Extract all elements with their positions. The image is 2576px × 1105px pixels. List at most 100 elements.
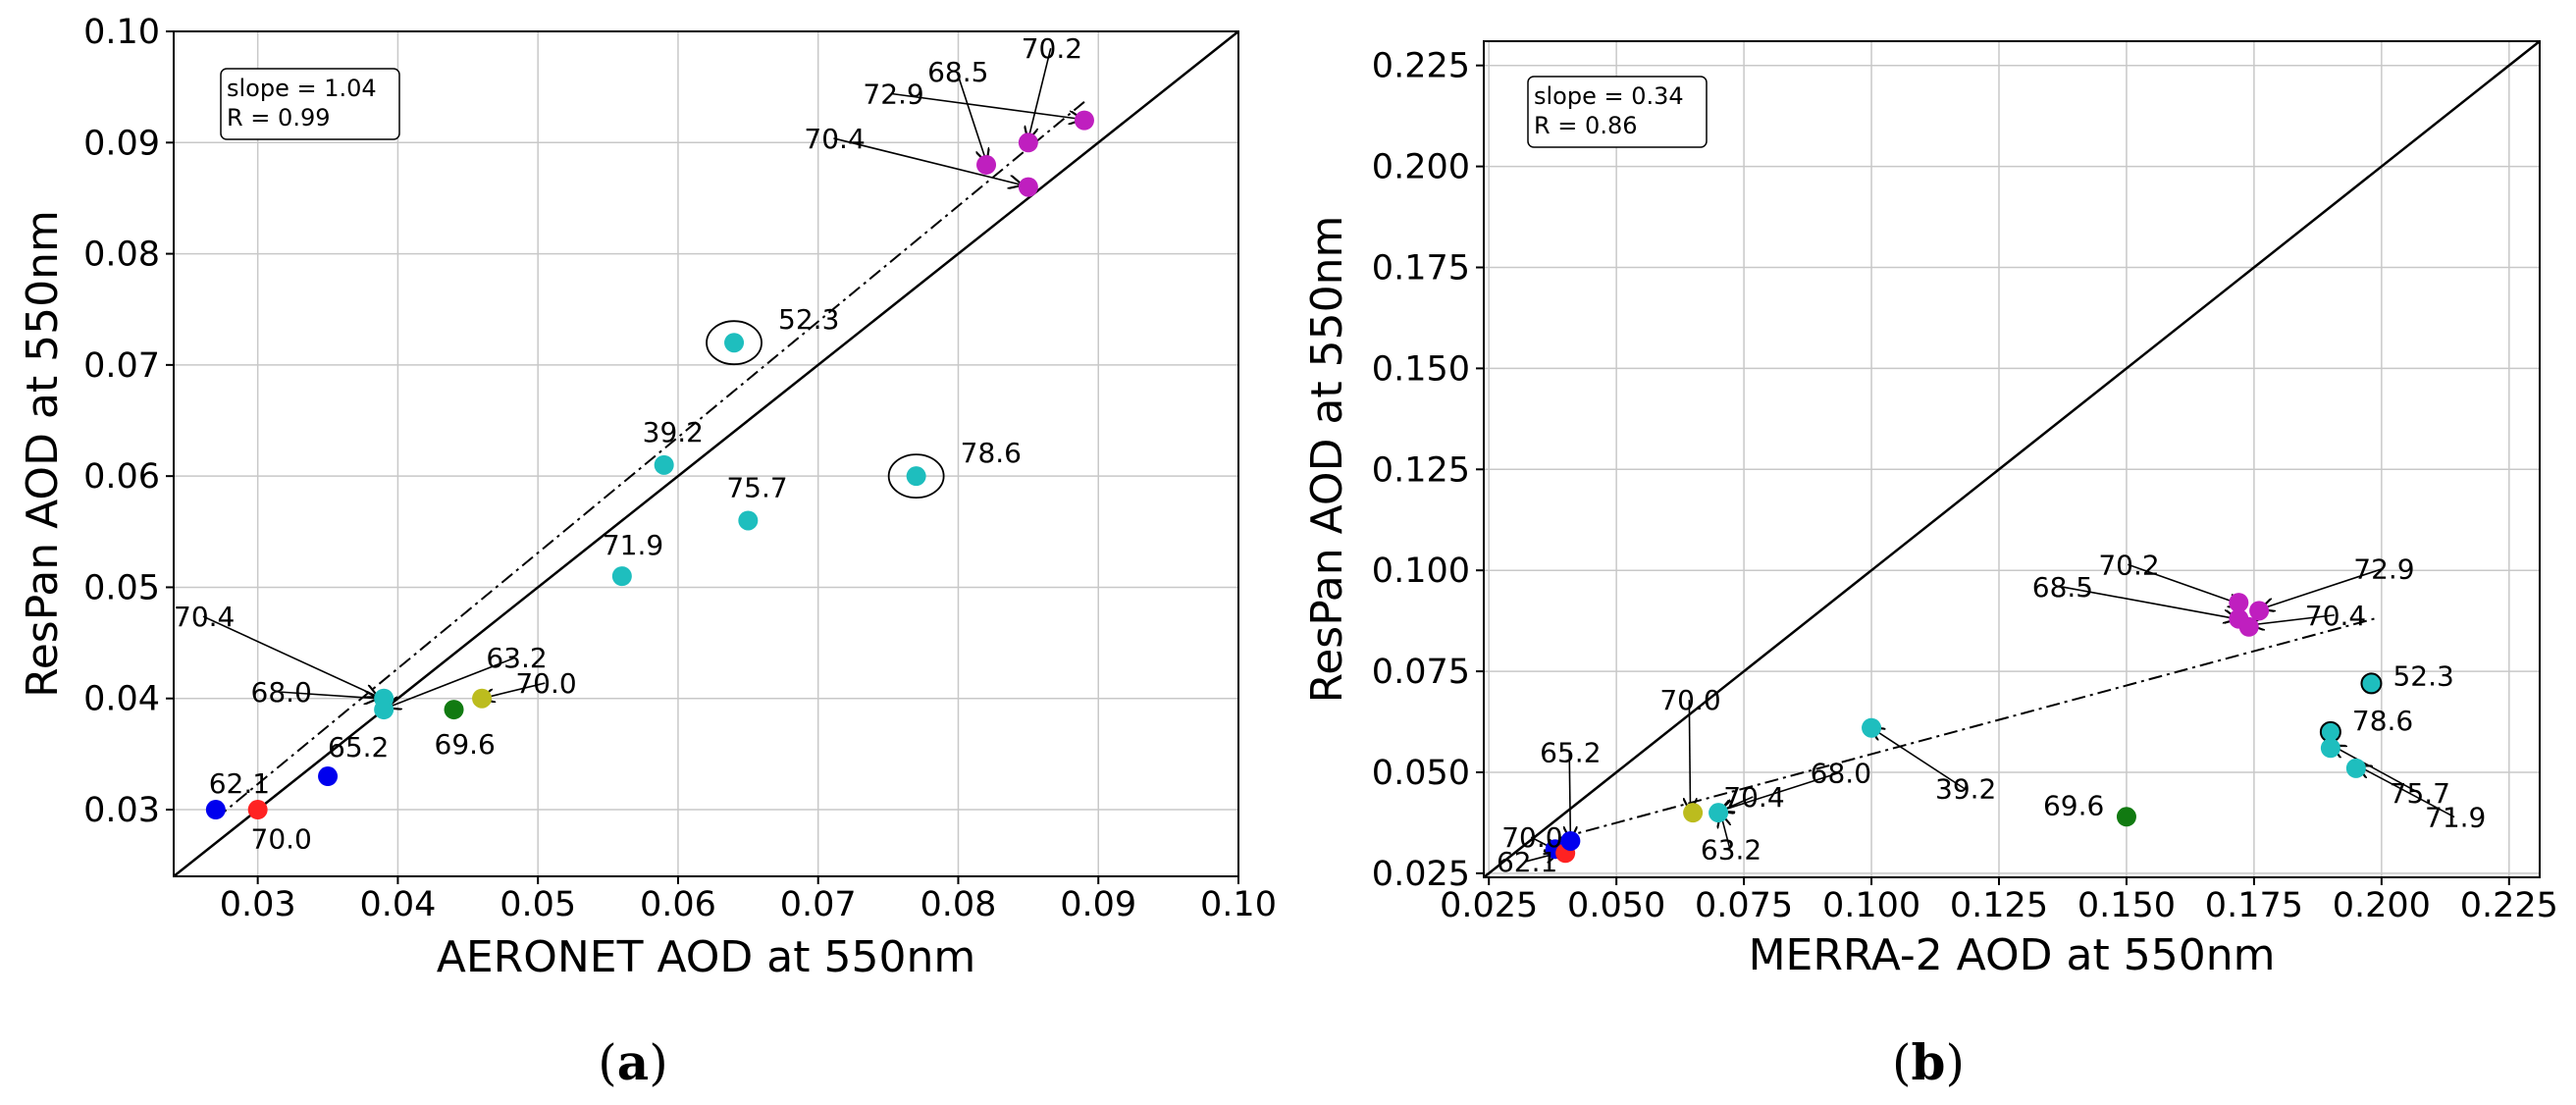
panel-b-x-tick-label: 0.150: [2077, 886, 2176, 925]
panel-a-annotation-label: 70.2: [1022, 32, 1082, 65]
panel-a-annotation-arrow: [956, 71, 986, 162]
panel-b-data-point: [2320, 738, 2340, 759]
panel-b-point-label: 69.6: [2043, 789, 2104, 821]
panel-a-annotation-arrow: [892, 92, 1081, 120]
panel-b-point-label: 78.6: [2352, 705, 2413, 737]
panel-a-annotation-arrow: [202, 615, 377, 696]
panel-b-annotation-label: 72.9: [2353, 552, 2414, 585]
panel-a-highlight-ring: [887, 453, 945, 500]
panel-b-r-text: R = 0.86: [1534, 112, 1637, 139]
panel-a-ticks: 0.03 0.04 0.05 0.06 0.07 0.08 0.09 0.10 0.03 0.04…: [83, 13, 1277, 924]
panel-a-point-label: 39.2: [643, 416, 704, 448]
panel-b-x-tick-label: 0.075: [1695, 886, 1793, 925]
panel-b-annotation-arrow: [2251, 613, 2335, 625]
panel-a-data-point: [976, 154, 997, 175]
panel-a-data-point: [472, 688, 493, 709]
panel-a-data-point: [906, 466, 926, 487]
panel-a-x-tick-label: 0.06: [640, 885, 716, 924]
panel-b-stats-box-frame: [1527, 76, 1708, 148]
panel-b-y-tick-label: 0.175: [1372, 248, 1470, 288]
panel-a-y-tick-label: 0.07: [83, 346, 160, 386]
panel-a-annotation-label: 72.9: [863, 79, 923, 111]
panel-a-r-text: R = 0.99: [227, 104, 330, 132]
panel-b-x-tick-label: 0.125: [1950, 886, 2048, 925]
panel-a-data-point: [205, 800, 226, 820]
panel-b-caption: (b): [1892, 1033, 1965, 1091]
panel-b-annotation-arrow: [2061, 586, 2236, 619]
panel-b-x-tick-label: 0.200: [2333, 886, 2431, 925]
panel-b-y-tick-label: 0.075: [1372, 653, 1470, 692]
panel-b-y-tick-label: 0.225: [1372, 47, 1470, 86]
panel-b-y-axis-label: ResPan AOD at 550nm: [1302, 216, 1352, 704]
panel-b-y-tick-label: 0.200: [1372, 148, 1470, 187]
panel-b-annotation-label: 68.0: [1811, 757, 1871, 789]
panel-a-y-tick-label: 0.08: [83, 236, 160, 275]
panel-a-x-tick-label: 0.03: [220, 885, 296, 924]
panel-a-data-point: [738, 510, 759, 531]
panel-a-annotation-label: 63.2: [486, 642, 547, 674]
panel-a-data-point: [374, 700, 394, 720]
panel-b-x-tick-label: 0.100: [1822, 886, 1920, 925]
panel-b-data-point: [2360, 672, 2383, 695]
panel-a-caption: (a): [598, 1033, 667, 1091]
panel-b-y-tick-label: 0.050: [1372, 754, 1470, 793]
panel-b-data-point: [2345, 758, 2366, 778]
panel-a-chart: 65.2 69.6 71.9 39.2 52.3 75.7 78.6 62.1 70.0 70.4…: [18, 13, 1277, 1091]
panel-b-data-point: [1683, 803, 1704, 823]
panel-a-plot-frame: [173, 30, 1239, 877]
panel-b-data-point: [2238, 616, 2259, 637]
panel-a-data-point: [1018, 177, 1038, 197]
panel-a-annotation-arrow: [388, 657, 516, 708]
panel-b-one-to-one-line: [1483, 40, 2541, 878]
panel-a-data-point: [318, 766, 339, 787]
panel-b-annotation-label: 68.5: [2032, 571, 2093, 604]
panel-a-y-tick-label: 0.05: [83, 568, 160, 607]
panel-a-annotation-arrow: [1028, 47, 1052, 139]
panel-a-y-axis-label: ResPan AOD at 550nm: [18, 210, 68, 698]
panel-b-annotation-label: 62.1: [1497, 846, 1557, 878]
panel-b-data-point: [1709, 803, 1729, 823]
panel-b-data-points: [1545, 593, 2383, 864]
panel-a-reference-lines: [173, 30, 1239, 877]
panel-b-annotation-label: 71.9: [2425, 802, 2486, 834]
panel-a-annotation-label: 70.4: [804, 123, 865, 155]
panel-b-caption-letter: b: [1912, 1033, 1946, 1091]
panel-a-fit-line: [215, 101, 1085, 820]
panel-b-annotation-arrow: [2262, 567, 2384, 608]
panel-a-annotation-label: 70.0: [251, 823, 312, 856]
panel-a-data-point: [654, 454, 674, 475]
panel-b-x-tick-label: 0.225: [2460, 886, 2558, 925]
panel-a-point-label: 69.6: [435, 728, 496, 761]
panel-a-x-tick-label: 0.07: [780, 885, 857, 924]
panel-a-x-tick-label: 0.10: [1200, 885, 1277, 924]
panel-a-annotation-label: 68.0: [251, 676, 312, 709]
panel-b-grid: [1484, 41, 2540, 877]
panel-a-data-point: [1074, 110, 1094, 131]
panel-b-annotation-label: 70.0: [1501, 821, 1562, 854]
panel-b-annotation-arrow: [1721, 771, 1840, 811]
panel-a-y-tick-label: 0.06: [83, 457, 160, 497]
panel-a-annotation-label: 70.0: [515, 667, 576, 700]
panel-b-ticks: 0.025 0.050 0.075 0.100 0.125 0.150 0.175 0.200…: [1372, 47, 2558, 925]
panel-b-plot-frame: [1483, 40, 2541, 878]
panel-b-annotation-label: 65.2: [1540, 737, 1601, 769]
panel-a-x-tick-label: 0.05: [499, 885, 576, 924]
panel-a-annotation-arrows: [202, 47, 1081, 708]
panel-b-annotation-label: 63.2: [1701, 833, 1761, 866]
panel-b-y-tick-label: 0.150: [1372, 349, 1470, 389]
panel-a-y-tick-label: 0.03: [83, 791, 160, 830]
panel-b-annotation-label: 70.4: [1723, 781, 1784, 814]
panel-a-point-labels: 65.2 69.6 71.9 39.2 52.3 75.7 78.6 62.1 70.0 70.4…: [174, 32, 1082, 855]
panel-b-annotation-label: 70.0: [1659, 684, 1720, 716]
panel-a-point-label: 52.3: [778, 303, 839, 336]
panel-a-data-point: [611, 566, 632, 587]
panel-b-x-tick-label: 0.050: [1567, 886, 1665, 925]
panel-b-annotation-arrow: [2333, 746, 2420, 794]
panel-a-point-label: 71.9: [603, 529, 663, 561]
panel-a-y-tick-label: 0.10: [83, 13, 160, 52]
panel-a-point-label: 75.7: [726, 471, 787, 503]
panel-b-annotation-arrow: [1689, 700, 1690, 811]
panel-a-annotation-label: 68.5: [927, 56, 988, 88]
panel-b-annotation-arrow: [2358, 766, 2455, 818]
